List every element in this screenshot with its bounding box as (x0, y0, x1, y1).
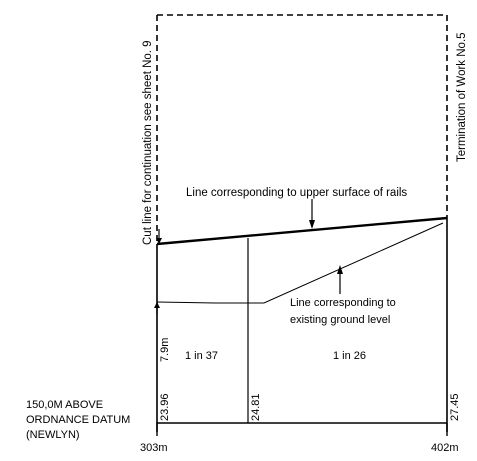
clearance-label: 7.9m (159, 338, 171, 362)
chainage-start: 303m (140, 442, 168, 454)
ground-arrow-head (337, 265, 343, 274)
ground-label-line1: Line corresponding to (290, 297, 396, 309)
datum-line3: (NEWLYN) (26, 429, 80, 441)
left-side-label: Cut line for continuation see sheet No. … (142, 40, 154, 245)
clearance-arrow-head (154, 302, 160, 308)
dashed-envelope (156, 14, 448, 244)
level-start: 23.96 (159, 393, 171, 421)
chainage-end: 402m (431, 442, 459, 454)
level-mid: 24.81 (250, 393, 262, 421)
level-end: 27.45 (449, 393, 461, 421)
rail-surface-line (156, 216, 448, 246)
gradient-left: 1 in 37 (185, 350, 218, 362)
right-side-label: Termination of Work No.5 (456, 32, 468, 162)
cutline-tick-head (156, 238, 162, 244)
structure (156, 216, 448, 432)
annotation-arrows (154, 199, 343, 315)
rails-label: Line corresponding to upper surface of r… (186, 187, 407, 199)
rails-arrow-head (309, 220, 315, 229)
existing-ground-line (156, 222, 444, 304)
datum-line2: ORDNANCE DATUM (26, 414, 130, 426)
gradient-right: 1 in 26 (333, 350, 366, 362)
ground-label-line2: existing ground level (290, 314, 390, 326)
datum-line1: 150,0M ABOVE (26, 399, 103, 411)
chainage-ticks (156, 423, 448, 436)
